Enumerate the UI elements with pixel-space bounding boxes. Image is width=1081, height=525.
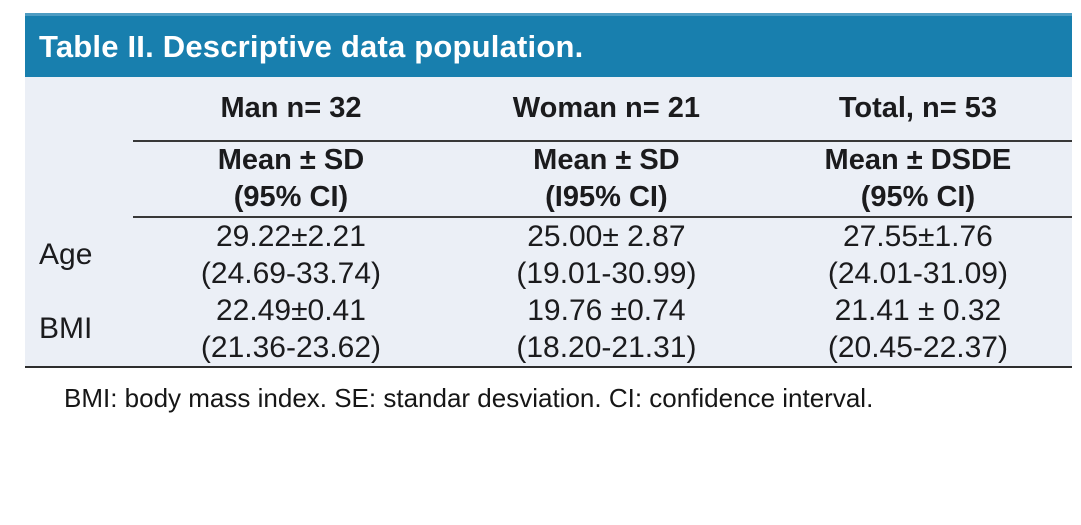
cell-bmi-woman: 19.76 ±0.74 (18.20-21.31) <box>449 292 764 367</box>
sub-header-total: Mean ± DSDE (95% CI) <box>763 141 1072 218</box>
cell-bmi-woman-ci: (18.20-21.31) <box>516 331 697 364</box>
col-header-woman: Woman n= 21 <box>448 77 764 142</box>
cell-bmi-total-ci: (20.45-22.37) <box>827 331 1008 364</box>
sub-header-total-line1: Mean ± DSDE <box>824 144 1012 176</box>
sub-header-row: Mean ± SD (95% CI) Mean ± SD (I95% CI) M… <box>25 141 1072 218</box>
col-header-man: Man n= 32 <box>133 77 449 142</box>
sub-header-total-line2: (95% CI) <box>860 181 976 213</box>
cell-age-woman-mean: 25.00± 2.87 <box>527 220 686 253</box>
sub-header-man-line2: (95% CI) <box>233 181 349 213</box>
row-label-bmi: BMI <box>39 312 93 345</box>
cell-bmi-man-ci: (21.36-23.62) <box>200 331 382 364</box>
cell-age-total-ci: (24.01-31.09) <box>827 257 1008 290</box>
group-header-row: Man n= 32 Woman n= 21 Total, n= 53 <box>25 77 1072 142</box>
sub-header-woman: Mean ± SD (I95% CI) <box>448 141 764 218</box>
cell-age-man-mean: 29.22±2.21 <box>216 220 366 253</box>
cell-age-woman: 25.00± 2.87 (19.01-30.99) <box>449 217 764 292</box>
cell-bmi-man-mean: 22.49±0.41 <box>216 294 366 327</box>
table-footnote: BMI: body mass index. SE: standar desvia… <box>64 383 874 413</box>
cell-age-man: 29.22±2.21 (24.69-33.74) <box>133 217 449 292</box>
table-row-bmi: BMI 22.49±0.41 (21.36-23.62) 19.76 ±0.74… <box>25 292 1072 367</box>
cell-age-total: 27.55±1.76 (24.01-31.09) <box>764 217 1072 292</box>
cell-bmi-woman-mean: 19.76 ±0.74 <box>527 294 686 327</box>
cell-age-total-mean: 27.55±1.76 <box>842 220 993 253</box>
table-row-age: Age 29.22±2.21 (24.69-33.74) 25.00± 2.87… <box>25 217 1072 292</box>
cell-age-woman-ci: (19.01-30.99) <box>516 257 697 290</box>
sub-header-woman-line2: (I95% CI) <box>545 181 668 213</box>
sub-header-man-line1: Mean ± SD <box>217 144 365 176</box>
cell-bmi-total-mean: 21.41 ± 0.32 <box>834 294 1002 327</box>
cell-age-man-ci: (24.69-33.74) <box>200 257 382 290</box>
cell-bmi-man: 22.49±0.41 (21.36-23.62) <box>133 292 449 367</box>
header-spacer <box>25 77 133 141</box>
col-header-total: Total, n= 53 <box>763 77 1072 142</box>
cell-bmi-total: 21.41 ± 0.32 (20.45-22.37) <box>764 292 1072 367</box>
sub-header-woman-line1: Mean ± SD <box>533 144 680 176</box>
row-label-age: Age <box>39 237 93 271</box>
sub-header-man: Mean ± SD (95% CI) <box>133 141 449 218</box>
table-title-bar: Table II. Descriptive data population. <box>25 13 1072 77</box>
table-figure-panel: Table II. Descriptive data population. M… <box>25 13 1072 414</box>
table-title: Table II. Descriptive data population. <box>39 28 584 64</box>
descriptive-data-table: Man n= 32 Woman n= 21 Total, n= 53 Mean … <box>25 77 1072 368</box>
sub-header-spacer <box>25 141 133 217</box>
